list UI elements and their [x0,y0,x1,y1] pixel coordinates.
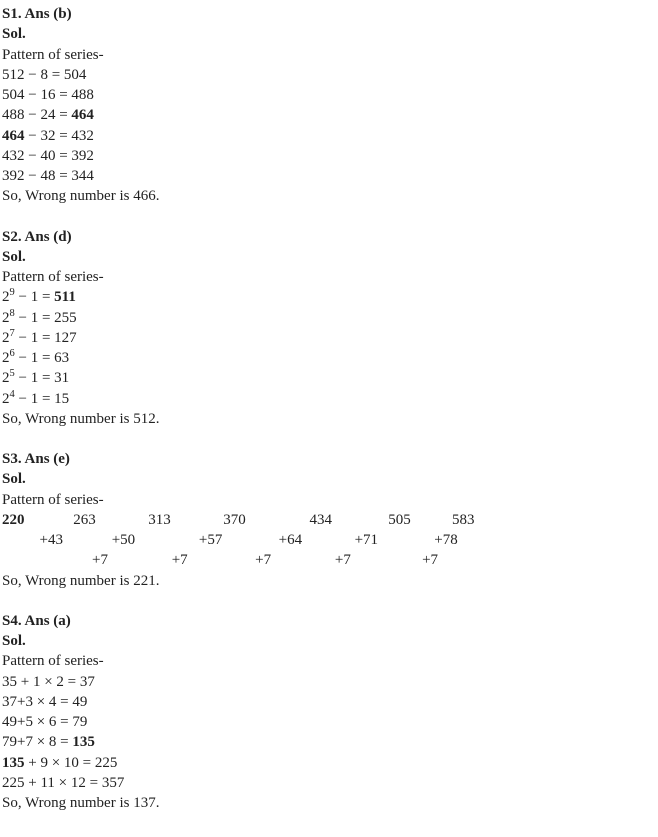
s3-series-row: 220 263 313 370 434 505 583 [2,510,658,530]
s4-step: 225 + 11 × 12 = 357 [2,773,658,793]
s3-diff2-row: +7 +7 +7 +7 +7 [2,550,658,570]
s4-step: 135 + 9 × 10 = 225 [2,753,658,773]
s1-answer: So, Wrong number is 466. [2,186,658,206]
s4-title: S4. Ans (a) [2,611,658,631]
s2-pattern-label: Pattern of series- [2,267,658,287]
s4-sol-label: Sol. [2,631,658,651]
s4-step: 37+3 × 4 = 49 [2,692,658,712]
s2-answer: So, Wrong number is 512. [2,409,658,429]
s4-step: 35 + 1 × 2 = 37 [2,672,658,692]
s4-step: 79+7 × 8 = 135 [2,732,658,752]
s2-step: 24 − 1 = 15 [2,389,658,409]
s3-sol-label: Sol. [2,469,658,489]
s1-step: 504 − 16 = 488 [2,85,658,105]
s1-title: S1. Ans (b) [2,4,658,24]
s4-step: 49+5 × 6 = 79 [2,712,658,732]
s3-answer: So, Wrong number is 221. [2,571,658,591]
solution-s3: S3. Ans (e) Sol. Pattern of series- 220 … [2,449,658,591]
s2-step: 26 − 1 = 63 [2,348,658,368]
s4-pattern-label: Pattern of series- [2,651,658,671]
solution-s4: S4. Ans (a) Sol. Pattern of series- 35 +… [2,611,658,814]
s1-step: 392 − 48 = 344 [2,166,658,186]
s3-title: S3. Ans (e) [2,449,658,469]
s1-step: 464 − 32 = 432 [2,126,658,146]
s1-step: 512 − 8 = 504 [2,65,658,85]
s3-diff-row: +43 +50 +57 +64 +71 +78 [2,530,658,550]
s3-pattern-label: Pattern of series- [2,490,658,510]
s2-sol-label: Sol. [2,247,658,267]
s2-step: 28 − 1 = 255 [2,308,658,328]
s2-step: 29 − 1 = 511 [2,287,658,307]
s1-sol-label: Sol. [2,24,658,44]
s2-title: S2. Ans (d) [2,227,658,247]
s2-step: 25 − 1 = 31 [2,368,658,388]
s1-step: 432 − 40 = 392 [2,146,658,166]
solution-s1: S1. Ans (b) Sol. Pattern of series- 512 … [2,4,658,207]
s4-answer: So, Wrong number is 137. [2,793,658,813]
s1-pattern-label: Pattern of series- [2,45,658,65]
s2-step: 27 − 1 = 127 [2,328,658,348]
solution-s2: S2. Ans (d) Sol. Pattern of series- 29 −… [2,227,658,430]
s1-step: 488 − 24 = 464 [2,105,658,125]
